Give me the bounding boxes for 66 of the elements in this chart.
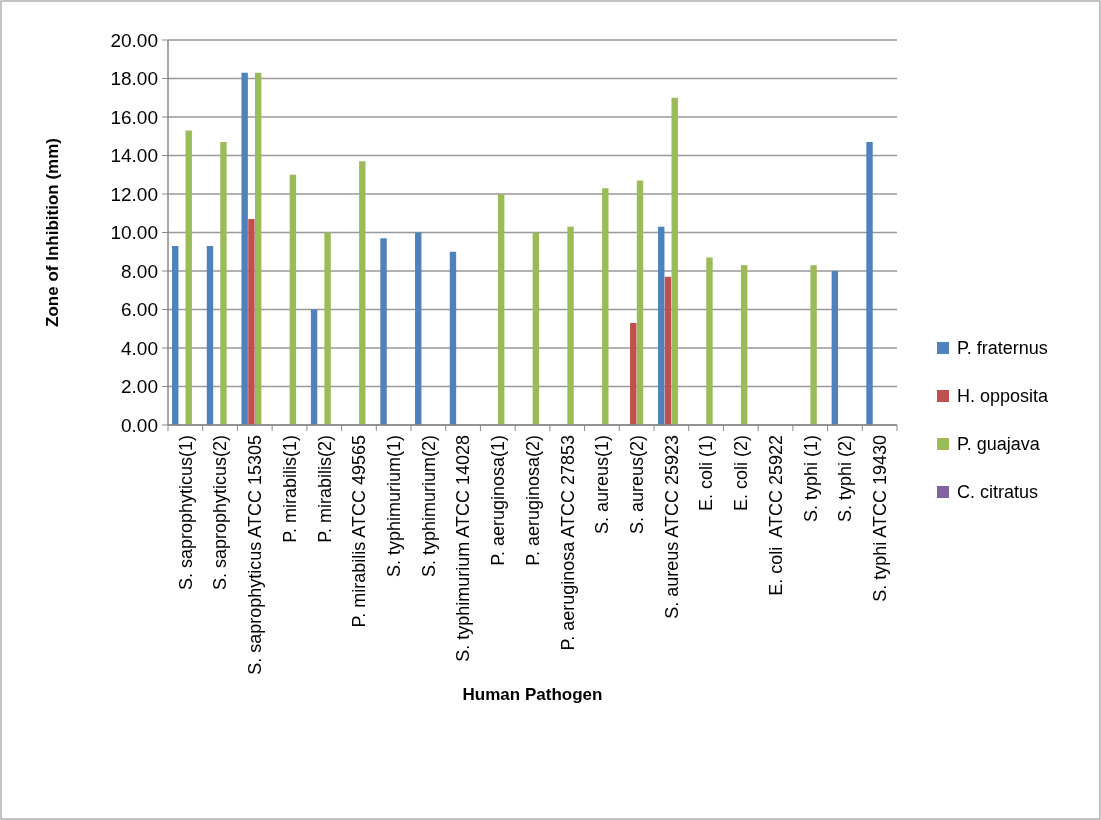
bar xyxy=(532,232,540,425)
x-tick-label: E. coli ATCC 25922 xyxy=(765,435,786,596)
x-tick-label: E. coli (1) xyxy=(696,435,717,512)
x-tick-label: P. aeruginosa(1) xyxy=(488,435,509,566)
y-tick-label: 16.00 xyxy=(110,106,158,128)
bar xyxy=(172,245,179,425)
bar xyxy=(810,265,817,425)
bar xyxy=(449,251,457,425)
y-tick-label: 14.00 xyxy=(110,145,158,167)
bar xyxy=(497,194,505,425)
x-tick-label: S. saprophyticus(2) xyxy=(210,435,231,591)
x-tick-label: P. aeruginosa ATCC 27853 xyxy=(557,435,578,651)
x-tick-label: P. aeruginosa(2) xyxy=(522,435,543,566)
bar xyxy=(664,276,672,425)
legend-label: P. guajava xyxy=(957,434,1041,455)
legend-label: C. citratus xyxy=(957,482,1039,503)
bar xyxy=(206,245,214,425)
y-tick-label: 0.00 xyxy=(121,414,158,436)
legend-label: P. fraternus xyxy=(957,338,1048,359)
x-tick-label: S. saprophyticus ATCC 15305 xyxy=(245,435,266,675)
x-tick-label: S. aureus(2) xyxy=(626,435,647,535)
x-tick-label: S. saprophyticus(1) xyxy=(175,435,196,591)
bar xyxy=(254,72,262,425)
y-tick-label: 20.00 xyxy=(110,29,158,51)
x-tick-label: S. typhi ATCC 19430 xyxy=(869,435,890,602)
x-tick-label: S. typhi (2) xyxy=(835,435,856,523)
y-tick-label: 8.00 xyxy=(121,260,158,282)
bar xyxy=(248,219,255,425)
bar xyxy=(831,271,839,425)
bar xyxy=(658,226,665,425)
bar xyxy=(706,257,713,425)
bar xyxy=(567,226,574,425)
x-tick-label: S. aureus(1) xyxy=(592,435,613,535)
bar xyxy=(220,142,227,425)
x-tick-label: P. mirabilis ATCC 49565 xyxy=(349,435,370,628)
bar xyxy=(359,161,366,425)
x-tick-label: S. aureus ATCC 25923 xyxy=(661,435,682,619)
bar xyxy=(380,238,387,425)
y-tick-label: 2.00 xyxy=(121,376,158,398)
x-tick-label: S. typhimurium(1) xyxy=(383,435,404,578)
y-axis-title: Zone of Inhibition (mm) xyxy=(43,138,62,327)
x-tick-label: S. typhimurium(2) xyxy=(418,435,439,578)
bar xyxy=(289,174,297,425)
bar xyxy=(415,232,422,425)
bar xyxy=(630,322,637,425)
x-tick-label: S. typhimurium ATCC 14028 xyxy=(453,435,474,662)
bar xyxy=(241,72,248,425)
bar xyxy=(602,188,609,425)
bar xyxy=(185,130,192,425)
y-tick-label: 6.00 xyxy=(121,299,158,321)
x-tick-label: P. mirabilis(2) xyxy=(314,435,335,543)
x-axis-title: Human Pathogen xyxy=(462,685,603,704)
x-tick-label: E. coli (2) xyxy=(731,435,752,512)
y-tick-label: 10.00 xyxy=(110,222,158,244)
bar xyxy=(866,142,873,425)
y-tick-label: 4.00 xyxy=(121,337,158,359)
bar xyxy=(740,265,748,425)
bar xyxy=(310,309,318,425)
bar xyxy=(636,180,644,425)
y-tick-label: 12.00 xyxy=(110,183,158,205)
bar xyxy=(324,232,331,425)
legend-label: H. opposita xyxy=(957,386,1050,407)
y-tick-label: 18.00 xyxy=(110,68,158,90)
x-tick-label: S. typhi (1) xyxy=(800,435,821,523)
bar xyxy=(671,97,678,425)
x-tick-label: P. mirabilis(1) xyxy=(279,435,300,543)
